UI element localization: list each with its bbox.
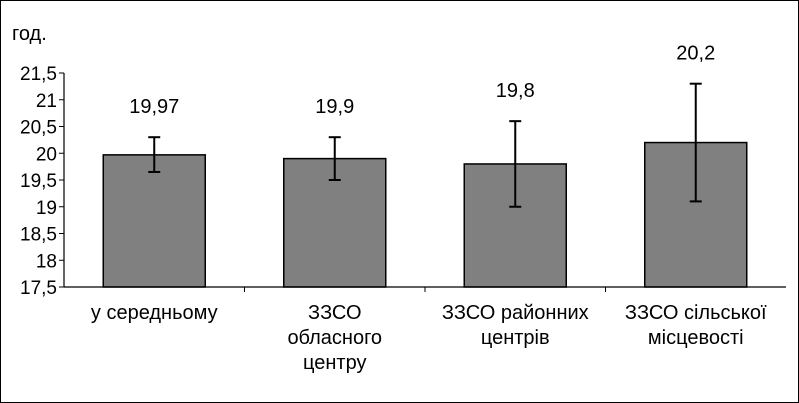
y-tick-label: 17,5: [20, 278, 57, 299]
error-bars: [148, 82, 702, 208]
value-label: 19,97: [129, 96, 179, 118]
value-label: 19,9: [315, 96, 354, 118]
axes: [63, 73, 786, 288]
category-label-line: ЗЗСО: [308, 302, 362, 324]
y-tick-label: 18: [36, 251, 57, 272]
value-labels: 19,97 19,9 19,8 20,2: [129, 43, 715, 118]
category-label-line: ЗЗСО сільської: [625, 302, 767, 324]
category-label-line: центрів: [481, 327, 550, 349]
category-label-line: у середньому: [91, 302, 218, 324]
bars: [102, 141, 748, 288]
y-tick-label: 21,5: [20, 64, 57, 85]
category-label-line: ЗЗСО районних: [442, 302, 589, 324]
y-axis-unit-label: год.: [12, 23, 47, 45]
y-tick-label: 21: [36, 91, 57, 112]
category-label: ЗЗСО районних центрів: [442, 302, 589, 349]
value-label: 20,2: [676, 43, 715, 65]
y-tick-label: 19,5: [20, 171, 57, 192]
y-tick-label: 20: [36, 144, 57, 165]
category-label: ЗЗСО сільської місцевості: [625, 302, 767, 349]
y-axis-ticks: 17,5 18 18,5 19 19,5 20 20,5 21 21,5: [20, 64, 64, 299]
category-label-line: центру: [303, 352, 366, 374]
y-tick-label: 18,5: [20, 225, 57, 246]
category-label-line: місцевості: [648, 327, 744, 349]
value-label: 19,8: [496, 80, 535, 102]
bar: [102, 154, 206, 288]
category-label: ЗЗСО обласного центру: [287, 302, 382, 374]
y-tick-label: 19: [36, 198, 57, 219]
y-tick-label: 20,5: [20, 118, 57, 139]
category-labels: у середньому ЗЗСО обласного центру ЗЗСО райо…: [91, 287, 767, 374]
category-label-line: обласного: [287, 327, 382, 349]
category-label: у середньому: [91, 302, 218, 324]
